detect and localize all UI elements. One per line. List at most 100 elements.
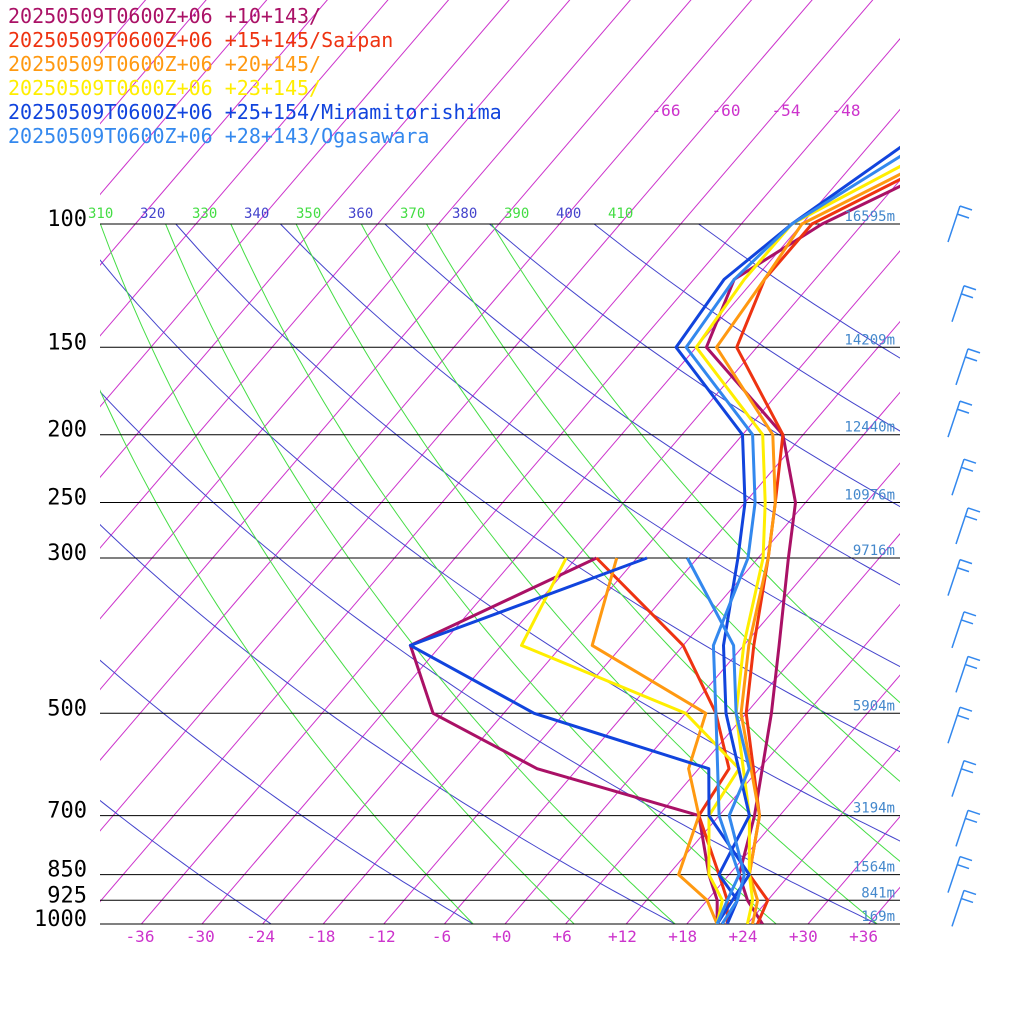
dry-adiabat-line [593,223,900,432]
wind-barb [951,285,977,322]
height-label: 1564m [853,860,895,876]
height-label: 3194m [853,801,895,817]
height-label: 841m [861,885,895,901]
axis-labels: 100 16595m 150 14209m 200 12440m 250 10976m 300 9… [34,101,895,946]
series-1-dewpoint-line [595,556,731,924]
series-2-temperature-line [715,172,900,924]
pressure-tick-label: 300 [47,541,87,566]
x-tick-label: +12 [608,927,637,946]
wind-barbs [947,205,981,927]
top-temp-label: -54 [772,101,801,120]
x-tick-label: +6 [552,927,571,946]
height-label: 14209m [844,332,895,348]
pressure-tick-label: 500 [47,696,87,721]
isotherm-line [100,0,328,266]
isotherm-line [504,462,900,924]
x-tick-label: -36 [126,927,155,946]
moist-adiabat-line [426,223,900,783]
x-tick-label: -18 [306,927,335,946]
top-temp-label: -60 [712,101,741,120]
wind-barb [951,759,977,797]
pressure-tick-label: 200 [47,418,87,443]
x-tick-label: +0 [492,927,511,946]
x-tick-label: -24 [246,927,275,946]
legend-item-0: 20250509T0600Z+06 +10+143/ [8,4,322,28]
series-1-temperature-line [735,177,900,924]
pressure-tick-label: 1000 [34,907,87,932]
moist-adiabat-line [100,389,474,924]
isotherm-line [100,0,268,196]
height-label: 169m [861,909,895,925]
height-label: 12440m [844,420,895,436]
x-tick-label: -6 [432,927,451,946]
pressure-tick-label: 700 [47,799,87,824]
isotherm-line [868,886,900,924]
theta-label: 370 [400,206,425,222]
x-tick-label: +36 [849,927,878,946]
x-tick-label: -30 [186,927,215,946]
theta-label: 410 [608,206,633,222]
theta-label: 350 [296,206,321,222]
theta-label: 380 [452,206,477,222]
wind-barb [955,348,981,386]
dry-adiabat-line [384,223,900,586]
dry-adiabat-line [100,799,272,924]
series-2-dewpoint-line [590,557,719,924]
wind-barb [947,706,973,744]
series-3-dewpoint-line [520,557,741,924]
wind-barb [951,611,977,649]
theta-label: 390 [504,206,529,222]
isotherm-line [444,391,900,924]
wind-barb [955,809,981,847]
isotherm-line [625,603,900,924]
theta-label: 320 [140,206,165,222]
wind-barb [947,400,973,438]
dry-adiabat-line [280,223,900,668]
legend-item-4: 20250509T0600Z+06 +25+154/Minamitorishim… [8,100,502,124]
series-3-temperature-line [694,164,900,924]
wind-barb [947,558,973,596]
isobars [100,223,900,925]
legend-item-3: 20250509T0600Z+06 +23+145/ [8,76,322,100]
moist-adiabat-line [165,223,676,924]
pressure-tick-label: 100 [47,207,87,232]
theta-label: 310 [88,206,113,222]
isotherm-line [686,674,900,924]
isotherm-line [747,745,900,924]
series-lines [408,145,900,924]
isotherm-line [990,0,1024,924]
series-5-temperature-line [684,154,900,924]
isotherm-line [100,0,389,337]
height-label: 16595m [844,209,895,225]
pressure-tick-label: 250 [47,486,87,511]
moist-adiabat-line [100,223,575,924]
theta-label: 340 [244,206,269,222]
height-label: 9716m [853,543,895,559]
legend-item-5: 20250509T0600Z+06 +28+143/Ogasawara [8,124,430,148]
legend-item-2: 20250509T0600Z+06 +20+145/ [8,52,322,76]
pressure-tick-label: 850 [47,858,87,883]
top-temp-label: -48 [832,101,861,120]
isotherm-line [100,0,450,408]
legend-item-1: 20250509T0600Z+06 +15+145/Saipan [8,28,394,52]
theta-label: 400 [556,206,581,222]
theta-label: 360 [348,206,373,222]
height-label: 5904m [853,698,895,714]
series-4-dewpoint-line [408,556,751,924]
wind-barb [951,458,977,496]
wind-barb [955,655,981,693]
wind-barb [951,889,977,927]
isotherm-line [100,0,207,125]
isotherm-line [929,0,1024,924]
top-temp-label: -66 [652,101,681,120]
wind-barb [947,205,973,243]
isotherm-line [565,533,900,924]
legend: 20250509T0600Z+06 +10+143/20250509T0600Z… [8,4,502,148]
dry-adiabat-line [489,223,900,508]
x-tick-label: +30 [789,927,818,946]
dry-adiabat-line [100,523,676,924]
x-tick-label: +24 [729,927,758,946]
wind-barb [947,855,973,893]
moist-adiabat-line [295,223,878,924]
